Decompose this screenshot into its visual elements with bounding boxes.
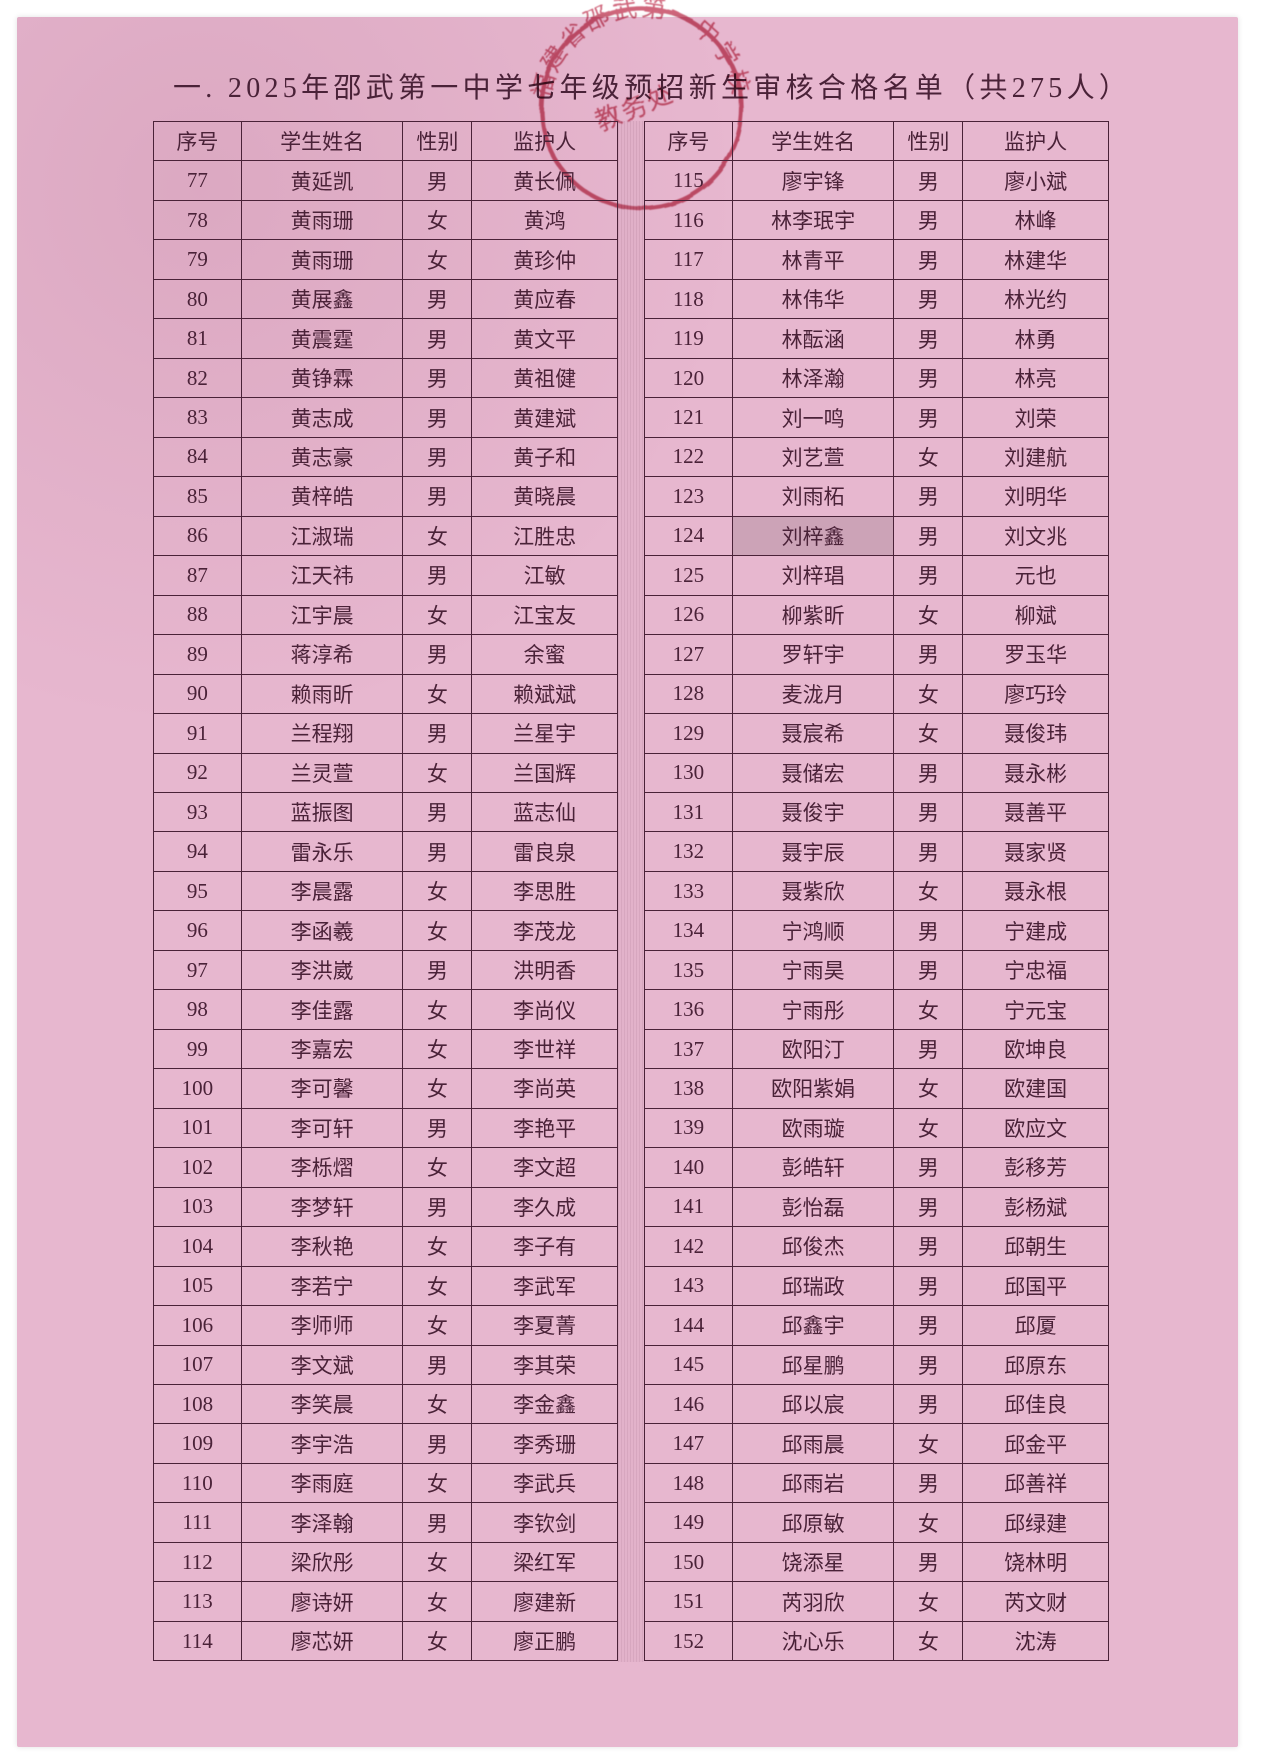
svg-text:福建省邵武第一中学校: 福建省邵武第一中学校 <box>527 0 756 101</box>
